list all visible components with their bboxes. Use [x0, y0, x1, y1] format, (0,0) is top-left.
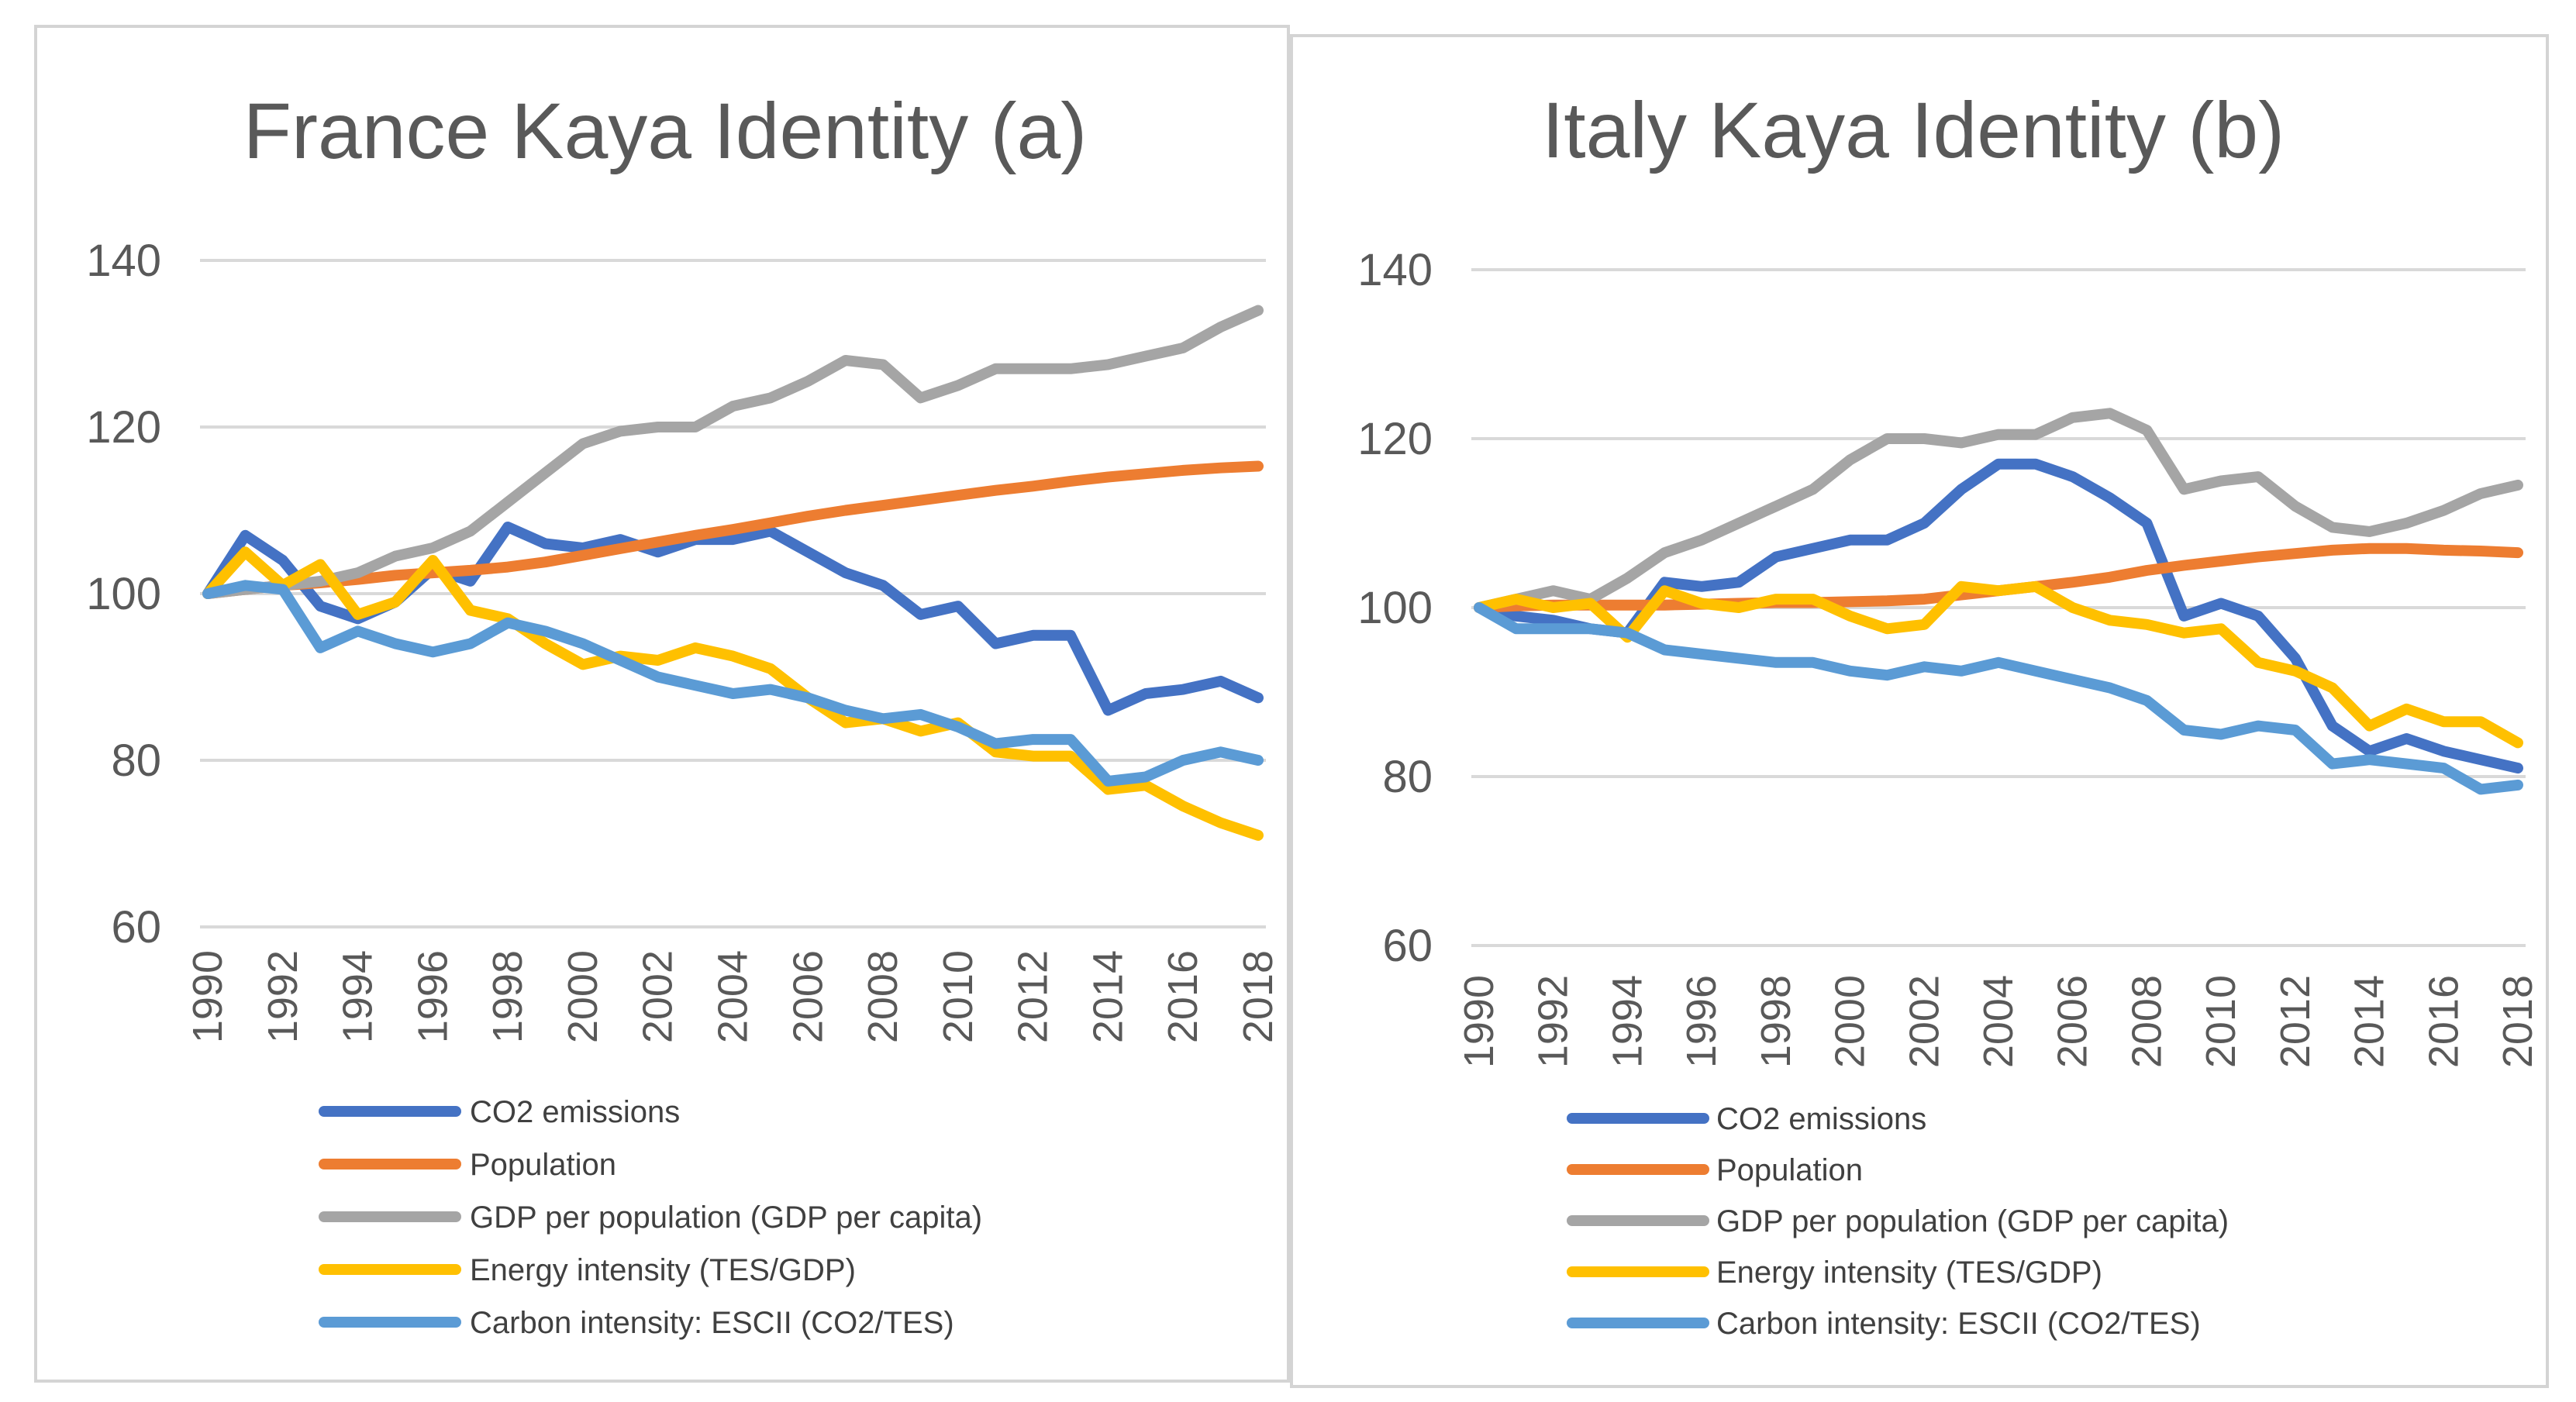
italy-series-group	[1474, 408, 2523, 795]
italy-chart-title: Italy Kaya Identity (b)	[1542, 86, 2285, 174]
italy-x-tick-label: 2018	[2495, 975, 2541, 1068]
france-series-line-2	[202, 460, 1264, 599]
france-x-tick-label: 2008	[860, 950, 906, 1043]
france-series-line-5	[202, 580, 1264, 787]
france-y-axis: 60 80 100 120 140	[86, 236, 161, 952]
italy-series-line-5	[1474, 602, 2523, 795]
italy-x-tick-label: 1998	[1753, 975, 1799, 1068]
italy-x-tick-label: 1992	[1530, 975, 1577, 1068]
italy-y-tick-label: 100	[1357, 583, 1433, 633]
italy-x-tick-label: 2002	[1901, 975, 1947, 1068]
italy-x-tick-label: 2012	[2272, 975, 2319, 1068]
france-x-tick-label: 1990	[184, 950, 231, 1043]
italy-series-line-3	[1474, 408, 2523, 613]
france-x-tick-label: 2014	[1085, 950, 1131, 1043]
france-x-tick-label: 2018	[1235, 950, 1281, 1043]
france-y-tick-label: 140	[86, 236, 161, 286]
france-x-tick-label: 1996	[409, 950, 456, 1043]
france-legend-label-3: GDP per population (GDP per capita)	[470, 1200, 982, 1235]
italy-x-tick-label: 1994	[1604, 975, 1650, 1068]
italy-legend-label-1: CO2 emissions	[1716, 1102, 1926, 1136]
france-y-tick-label: 120	[86, 402, 161, 453]
france-x-tick-label: 2002	[635, 950, 681, 1043]
italy-x-tick-label: 2000	[1827, 975, 1874, 1068]
italy-series-line-4	[1474, 580, 2523, 749]
france-x-tick-label: 2010	[935, 950, 981, 1043]
italy-x-tick-label: 2014	[2347, 975, 2393, 1068]
france-series-line-4	[202, 546, 1264, 841]
france-legend-label-1: CO2 emissions	[470, 1095, 680, 1129]
france-x-tick-label: 1992	[260, 950, 306, 1043]
france-x-tick-label: 1998	[485, 950, 531, 1043]
france-legend: CO2 emissions Population GDP per populatio…	[319, 1095, 982, 1340]
france-y-tick-label: 100	[86, 569, 161, 619]
italy-x-tick-label: 2016	[2420, 975, 2467, 1068]
italy-y-tick-label: 80	[1382, 752, 1433, 802]
italy-x-axis: 1990 1992 1994 1996 1998 2000 2002 2004 2006 2008…	[1456, 975, 2541, 1068]
italy-y-axis: 60 80 100 120 140	[1357, 245, 1433, 971]
france-chart-title: France Kaya Identity (a)	[243, 87, 1087, 175]
france-x-axis: 1990 1992 1994 1996 1998 2000 2002 2004 2006 2008…	[184, 950, 1281, 1043]
france-y-tick-label: 80	[111, 735, 161, 786]
italy-y-tick-label: 140	[1357, 245, 1433, 295]
france-x-tick-label: 2000	[560, 950, 606, 1043]
france-x-tick-label: 2004	[710, 950, 757, 1043]
italy-x-tick-label: 2006	[2050, 975, 2096, 1068]
italy-legend-label-4: Energy intensity (TES/GDP)	[1716, 1256, 2102, 1290]
italy-x-tick-label: 2010	[2198, 975, 2244, 1068]
france-chart: France Kaya Identity (a) 60 80 100 120 140 199…	[86, 87, 1281, 1340]
chart-panel-italy: Italy Kaya Identity (b) 60 80 100 120 140 1990…	[1290, 34, 2549, 1388]
italy-legend-label-2: Population	[1716, 1153, 1863, 1187]
italy-x-tick-label: 1996	[1678, 975, 1725, 1068]
france-legend-label-5: Carbon intensity: ESCII (CO2/TES)	[470, 1306, 954, 1340]
italy-x-tick-label: 2004	[1975, 975, 2022, 1068]
france-series-group	[202, 305, 1264, 841]
france-series-line-1	[202, 522, 1264, 716]
france-legend-label-4: Energy intensity (TES/GDP)	[470, 1253, 856, 1287]
france-x-tick-label: 2016	[1160, 950, 1206, 1043]
italy-legend-label-3: GDP per population (GDP per capita)	[1716, 1204, 2229, 1238]
italy-legend-label-5: Carbon intensity: ESCII (CO2/TES)	[1716, 1307, 2201, 1341]
france-series-line-3	[202, 305, 1264, 599]
chart-panel-france: France Kaya Identity (a) 60 80 100 120 140 199…	[34, 25, 1290, 1383]
france-x-tick-label: 2012	[1010, 950, 1057, 1043]
france-legend-label-2: Population	[470, 1148, 616, 1182]
italy-y-tick-label: 120	[1357, 414, 1433, 464]
france-y-tick-label: 60	[111, 902, 161, 952]
france-x-tick-label: 1994	[335, 950, 381, 1043]
italy-legend: CO2 emissions Population GDP per populatio…	[1567, 1102, 2229, 1341]
italy-y-tick-label: 60	[1382, 921, 1433, 971]
italy-chart: Italy Kaya Identity (b) 60 80 100 120 140 1990…	[1357, 86, 2541, 1341]
france-x-tick-label: 2006	[785, 950, 831, 1043]
italy-x-tick-label: 1990	[1456, 975, 1502, 1068]
italy-x-tick-label: 2008	[2123, 975, 2170, 1068]
